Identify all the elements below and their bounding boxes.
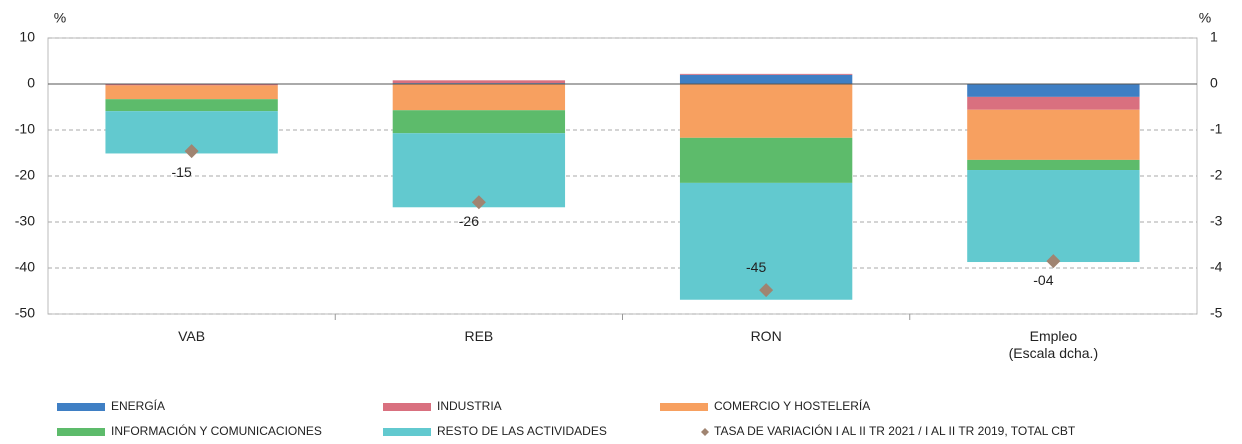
x-tick-label: Empleo (Escala dcha.) <box>953 328 1153 362</box>
legend-swatch <box>383 403 431 411</box>
legend-swatch <box>383 428 431 436</box>
y-tick-label: -50 <box>15 305 35 321</box>
legend-label: TASA DE VARIACIÓN I AL II TR 2021 / I AL… <box>714 423 1076 438</box>
bar-segment <box>680 84 852 138</box>
y-tick-label: -20 <box>15 167 35 183</box>
y2-tick-label: -2 <box>1210 167 1223 183</box>
legend-swatch <box>57 428 105 436</box>
bar-segment <box>680 138 852 183</box>
legend-label: COMERCIO Y HOSTELERÍA <box>714 398 870 413</box>
x-tick-label: VAB <box>92 328 292 345</box>
legend-label: RESTO DE LAS ACTIVIDADES <box>437 424 607 438</box>
bar-segment <box>680 75 852 84</box>
y-tick-label: -30 <box>15 213 35 229</box>
y-tick-label: 10 <box>19 29 35 45</box>
marker-label: -04 <box>1033 272 1053 288</box>
bar-segment <box>105 99 277 111</box>
y2-tick-label: -3 <box>1210 213 1223 229</box>
bar-segment <box>680 183 852 300</box>
marker-label: -15 <box>172 164 192 180</box>
bar-segment <box>680 74 852 75</box>
y2-tick-label: 0 <box>1210 75 1218 91</box>
y2-tick-label: 1 <box>1210 29 1218 45</box>
legend-label: ENERGÍA <box>111 398 165 413</box>
bar-segment <box>967 110 1139 160</box>
bar-segment <box>967 170 1139 262</box>
bar-segment <box>105 84 277 85</box>
y-tick-label: -10 <box>15 121 35 137</box>
bar-segment <box>393 110 565 133</box>
marker-label: -45 <box>746 259 766 275</box>
bar-segment <box>967 97 1139 110</box>
y-tick-label: -40 <box>15 259 35 275</box>
bar-segment <box>393 84 565 110</box>
y2-tick-label: -4 <box>1210 259 1223 275</box>
legend-swatch <box>660 403 708 411</box>
legend-label: INDUSTRIA <box>437 399 502 413</box>
legend-label: INFORMACIÓN Y COMUNICACIONES <box>111 423 322 438</box>
bar-segment <box>393 80 565 83</box>
bar-segment <box>967 84 1139 97</box>
legend-swatch <box>57 403 105 411</box>
y2-tick-label: -5 <box>1210 305 1223 321</box>
bar-segment <box>105 85 277 99</box>
marker-label: -26 <box>459 213 479 229</box>
x-tick-label: REB <box>379 328 579 345</box>
bar-segment <box>967 160 1139 170</box>
x-tick-label: RON <box>666 328 866 345</box>
y-tick-label: 0 <box>27 75 35 91</box>
y2-tick-label: -1 <box>1210 121 1223 137</box>
legend-marker <box>701 428 709 436</box>
y-axis-label: % <box>54 10 66 26</box>
y2-axis-label: % <box>1199 10 1211 26</box>
